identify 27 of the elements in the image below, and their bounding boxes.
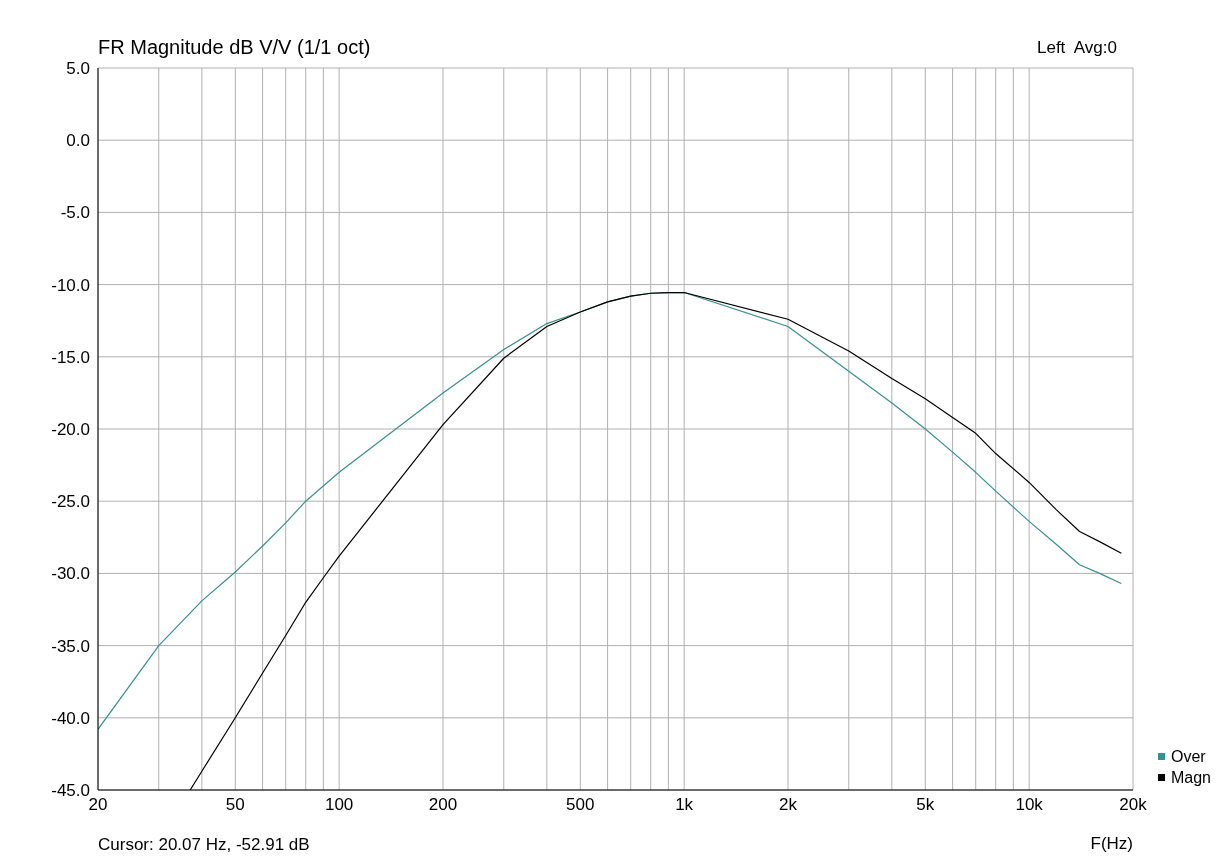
- y-tick-label: -40.0: [51, 708, 90, 728]
- y-tick-label: -25.0: [51, 492, 90, 512]
- legend-label: Over: [1170, 747, 1206, 766]
- y-tick-label: -10.0: [51, 275, 90, 295]
- x-tick-label: 20: [88, 795, 108, 815]
- x-tick-label: 5k: [916, 795, 935, 815]
- y-tick-label: -20.0: [51, 420, 90, 440]
- y-tick-label: 5.0: [66, 59, 90, 79]
- y-tick-label: -5.0: [60, 203, 90, 223]
- x-axis-title: F(Hz): [1089, 834, 1133, 854]
- y-tick-label: -15.0: [51, 347, 90, 367]
- legend-label: Magn: [1170, 768, 1211, 787]
- y-tick-label: -30.0: [51, 564, 90, 584]
- x-tick-label: 100: [324, 795, 354, 815]
- x-tick-label: 50: [225, 795, 245, 815]
- text: Left Avg:0: [1036, 38, 1117, 58]
- x-tick-label: 200: [428, 795, 458, 815]
- x-tick-label: 10k: [1015, 795, 1044, 815]
- y-tick-label: -35.0: [51, 636, 90, 656]
- text: Cursor: 20.07 Hz, -52.91 dB: [98, 835, 310, 855]
- x-tick-label: 2k: [779, 795, 798, 815]
- x-tick-label: 500: [566, 795, 595, 815]
- x-tick-label: 1k: [675, 795, 694, 815]
- chart-title: FR Magnitude dB V/V (1/1 oct): [98, 36, 371, 59]
- y-tick-label: -45.0: [51, 781, 90, 801]
- y-tick-label: 0.0: [66, 131, 90, 151]
- x-tick-label: 20k: [1119, 795, 1148, 815]
